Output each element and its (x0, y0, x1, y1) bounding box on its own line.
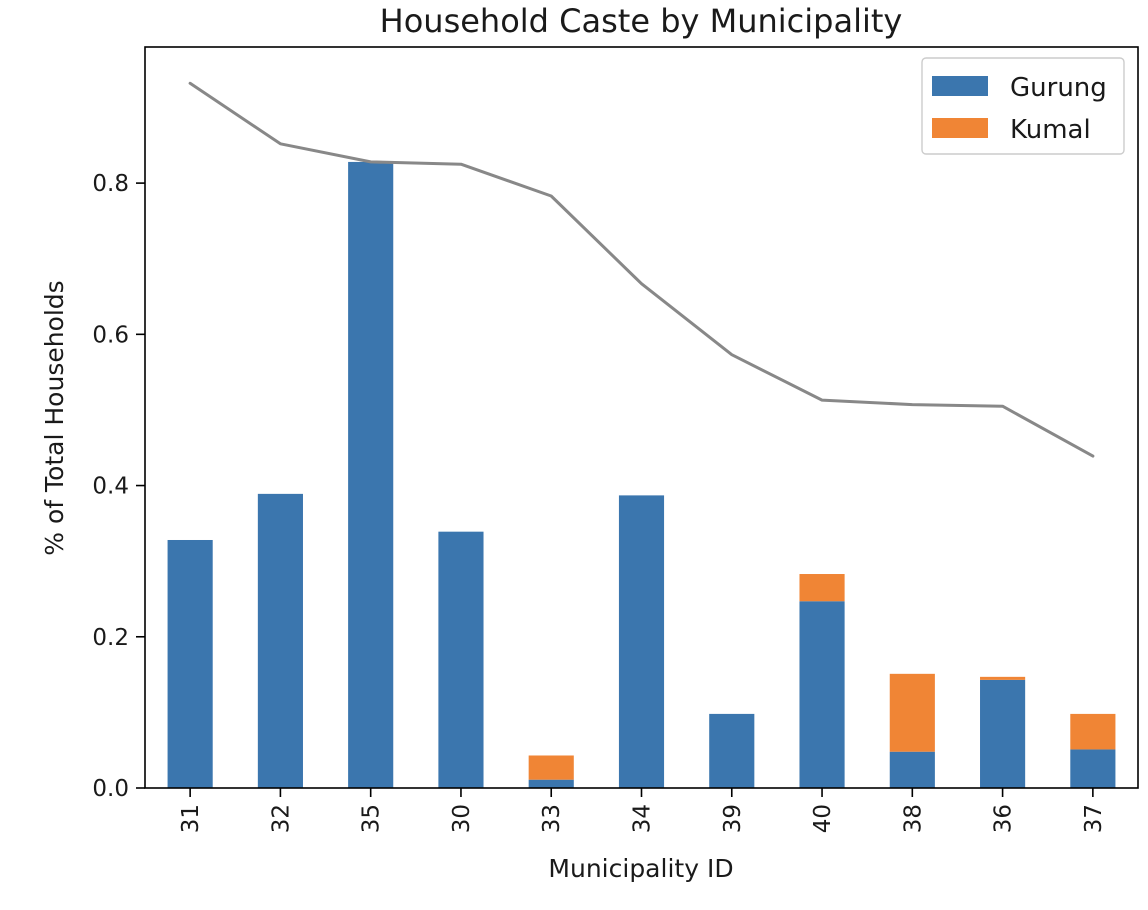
x-tick-label-40: 40 (810, 804, 836, 833)
x-tick-label-30: 30 (449, 804, 475, 833)
bar-gurung-40 (799, 601, 845, 788)
legend-swatch-kumal (932, 118, 988, 138)
legend-label-gurung: Gurung (1010, 73, 1107, 103)
bars-layer (167, 161, 1116, 789)
bar-gurung-30 (438, 531, 484, 788)
x-axis: 31 32 35 30 33 34 39 40 38 36 37 (178, 788, 1107, 833)
x-tick-label-39: 39 (720, 804, 746, 833)
x-tick-label-35: 35 (359, 804, 385, 833)
bar-gurung-36 (980, 679, 1026, 788)
bar-kumal-38 (889, 673, 935, 752)
bar-kumal-36 (980, 676, 1026, 680)
plot-frame (144, 46, 1139, 789)
bar-gurung-38 (889, 751, 935, 788)
legend-label-kumal: Kumal (1010, 115, 1091, 145)
y-axis: 0.0 0.2 0.4 0.6 0.8 (92, 171, 145, 802)
y-axis-label: % of Total Households (40, 280, 69, 555)
x-tick-label-34: 34 (630, 804, 656, 833)
total-line (188, 81, 1095, 458)
x-axis-label: Municipality ID (548, 854, 733, 883)
bar-gurung-35 (348, 161, 394, 789)
bar-kumal-33 (528, 755, 574, 780)
bar-gurung-34 (618, 495, 665, 788)
y-tick-label: 0.4 (92, 474, 129, 500)
x-tick-label-37: 37 (1081, 804, 1107, 833)
legend: Gurung Kumal (921, 57, 1125, 155)
chart-title: Household Caste by Municipality (380, 2, 903, 40)
bar-gurung-32 (257, 493, 303, 788)
bar-gurung-31 (167, 539, 213, 788)
y-tick-label: 0.2 (92, 625, 129, 651)
y-tick-label: 0.6 (92, 322, 129, 348)
line-layer (188, 81, 1095, 458)
bar-kumal-37 (1070, 713, 1116, 750)
y-tick-label: 0.0 (92, 776, 129, 802)
bar-gurung-33 (528, 779, 574, 788)
x-tick-label-38: 38 (900, 804, 926, 833)
bar-gurung-39 (709, 713, 755, 788)
x-tick-label-31: 31 (178, 804, 204, 833)
bar-gurung-37 (1070, 749, 1116, 788)
y-tick-label: 0.8 (92, 171, 129, 197)
x-tick-label-32: 32 (268, 804, 294, 833)
bar-kumal-40 (799, 574, 845, 602)
x-tick-label-36: 36 (991, 804, 1017, 833)
x-tick-label-33: 33 (539, 804, 565, 833)
legend-swatch-gurung (932, 76, 988, 96)
